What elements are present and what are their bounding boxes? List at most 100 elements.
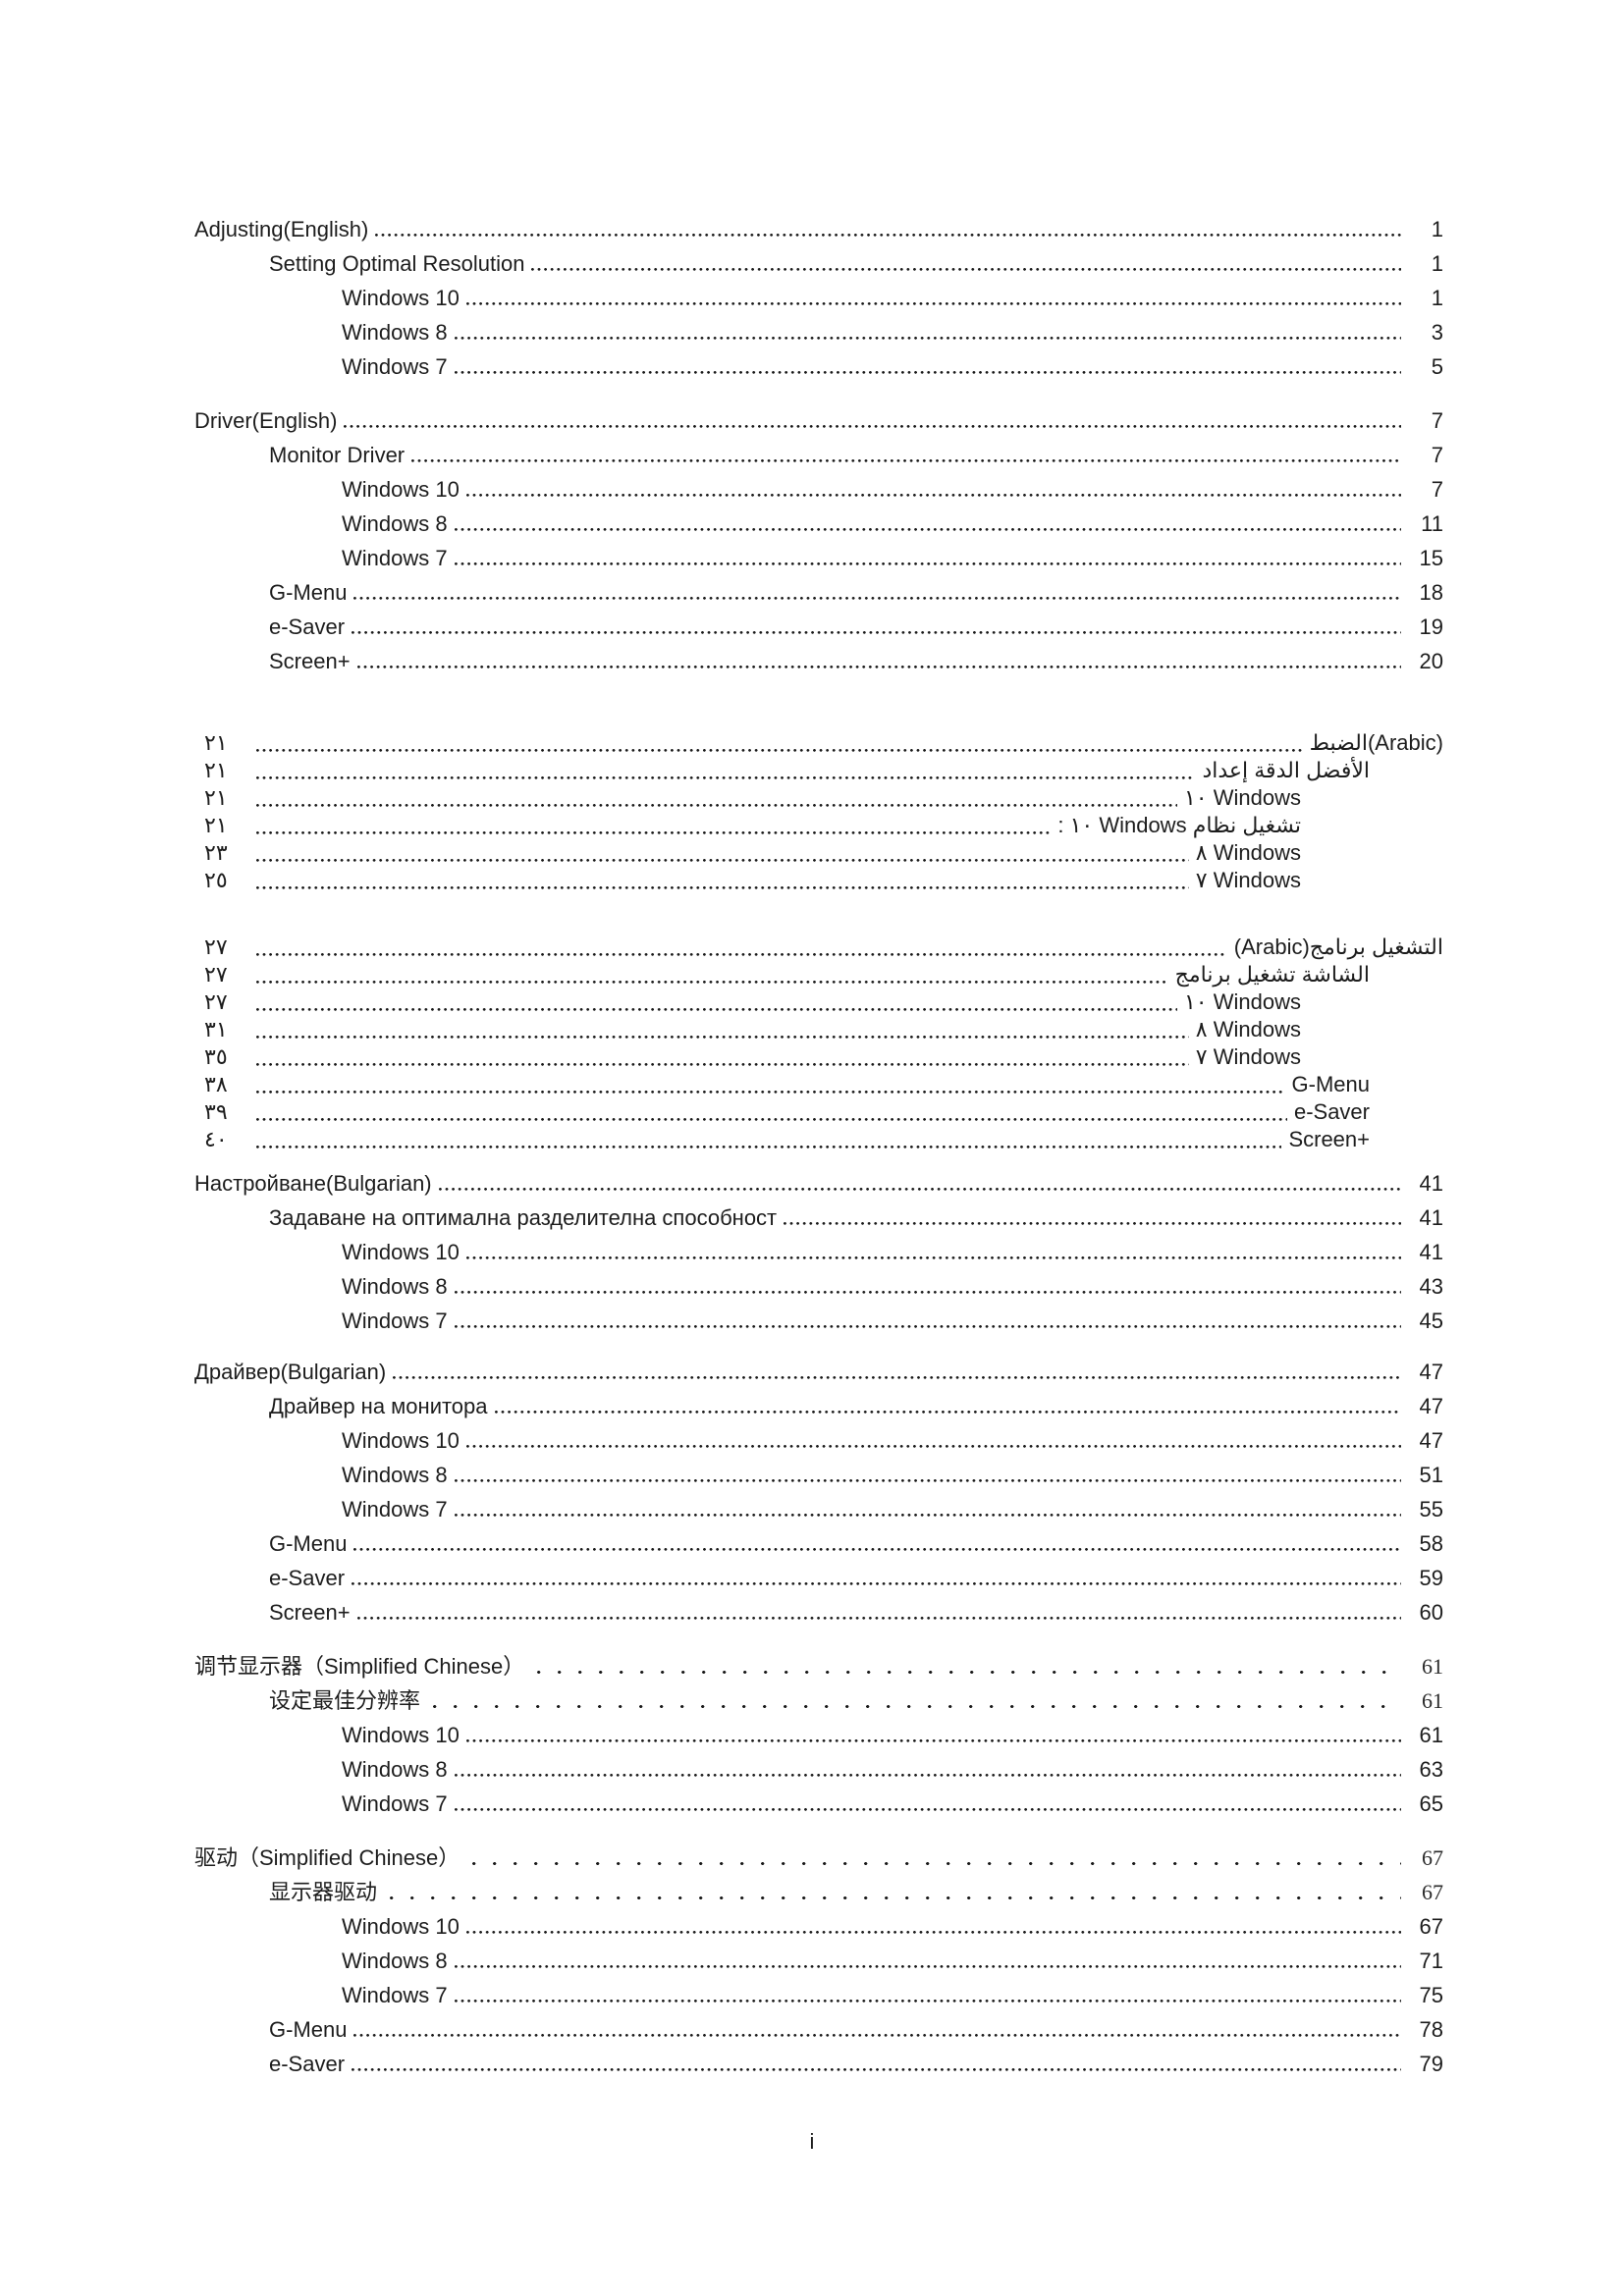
- page-number: 67: [1422, 1845, 1443, 1870]
- toc-row: Драйвер на монитора 47: [194, 1383, 1443, 1417]
- toc-entry-title: 调节显示器（Simplified Chinese）: [194, 1654, 531, 1679]
- page-number: ٢١: [204, 730, 228, 755]
- page-number: 61: [1422, 1688, 1443, 1713]
- page-number: 7: [1431, 443, 1443, 467]
- toc-entry-title: الضبط(Arabic): [1309, 730, 1443, 755]
- toc-row: Adjusting(English) 1: [194, 206, 1443, 240]
- toc-entry-title: Setting Optimal Resolution: [269, 251, 525, 276]
- toc-entry-title: Windows 7: [342, 1983, 448, 2007]
- toc-entry-title: G-Menu: [269, 1531, 348, 1556]
- toc-entry-title: Windows 10: [342, 1240, 460, 1264]
- toc-row: Driver(English) 7: [194, 398, 1443, 432]
- page-number: 15: [1419, 546, 1443, 570]
- toc-entry-title: ١٠ Windows: [1183, 785, 1301, 810]
- page-number: 59: [1419, 1566, 1443, 1590]
- toc-entry-title: e-Saver: [269, 2052, 346, 2076]
- toc-entry-title: G-Menu: [269, 580, 348, 605]
- toc-section: 调节显示器（Simplified Chinese） 61 设定最佳分辨率 61 Wi…: [194, 1643, 1443, 1815]
- dot-leader: [472, 1861, 1401, 1865]
- toc-section: 驱动（Simplified Chinese） 67 显示器驱动 67 Windows…: [194, 1835, 1443, 2075]
- toc-row: e-Saver 59: [194, 1555, 1443, 1589]
- dot-leader: [454, 528, 1401, 531]
- page-number: 41: [1419, 1240, 1443, 1264]
- toc-entry-title: G-Menu: [1291, 1072, 1370, 1096]
- page-number: ٢٧: [204, 934, 228, 959]
- dot-leader: [353, 1548, 1401, 1551]
- dot-leader: [465, 302, 1401, 305]
- toc-entry-title: ٨ Windows: [1195, 1017, 1301, 1041]
- dot-leader: [352, 1582, 1401, 1585]
- toc-entry-title: (Arabic)برنامج التشغيل: [1233, 934, 1443, 959]
- toc-row: ٣٥ ٧ Windows: [194, 1041, 1443, 1068]
- toc-entry-title: Windows 8: [342, 1463, 448, 1487]
- dot-leader: [454, 2000, 1401, 2002]
- toc-row: ٢١: ١٠ Windows نظام تشغيل: [194, 809, 1443, 836]
- toc-row: Screen+ 20: [194, 638, 1443, 672]
- page-number: 67: [1422, 1880, 1443, 1904]
- page-number: 18: [1419, 580, 1443, 605]
- page-number: ٣٨: [204, 1072, 228, 1096]
- toc-entry-title: e-Saver: [269, 614, 346, 639]
- dot-leader: [256, 1008, 1177, 1011]
- dot-leader: [356, 1617, 1401, 1620]
- toc-entry-title: 驱动（Simplified Chinese）: [194, 1845, 466, 1870]
- page-number: ٣٩: [204, 1099, 228, 1124]
- dot-leader: [531, 268, 1401, 271]
- toc-entry-title: Windows 8: [342, 320, 448, 345]
- page-number: 3: [1431, 320, 1443, 345]
- toc-entry-title: Задаване на оптимална разделителна спосо…: [269, 1205, 778, 1230]
- toc-entry-title: 显示器驱动: [269, 1880, 384, 1904]
- toc-row: G-Menu 18: [194, 569, 1443, 604]
- page-number: 1: [1431, 251, 1443, 276]
- dot-leader: [454, 371, 1401, 374]
- page-number: 1: [1431, 286, 1443, 310]
- toc-entry-title: Windows 7: [342, 1308, 448, 1333]
- toc-row: 设定最佳分辨率 61: [194, 1678, 1443, 1712]
- dot-leader: [393, 1376, 1401, 1379]
- page-number: ٤٠: [204, 1127, 228, 1151]
- toc-entry-title: Драйвер(Bulgarian): [194, 1360, 387, 1384]
- toc-entry-title: Adjusting(English): [194, 217, 369, 241]
- toc-row: ٣٩ e-Saver: [194, 1095, 1443, 1123]
- toc-entry-title: Windows 10: [342, 1723, 460, 1747]
- toc-row: ٢١ ١٠ Windows: [194, 781, 1443, 809]
- toc-entry-title: Windows 8: [342, 1757, 448, 1782]
- toc-entry-title: : ١٠ Windows نظام تشغيل: [1057, 813, 1301, 837]
- dot-leader: [537, 1670, 1401, 1674]
- page-number: 20: [1419, 649, 1443, 673]
- toc-row: ٢٣ ٨ Windows: [194, 836, 1443, 864]
- page-number: 47: [1419, 1394, 1443, 1418]
- page-number: 75: [1419, 1983, 1443, 2007]
- toc-row: ٤٠ Screen+: [194, 1123, 1443, 1150]
- dot-leader: [256, 1091, 1285, 1094]
- dot-leader: [454, 337, 1401, 340]
- toc-row: Windows 8 63: [194, 1746, 1443, 1781]
- page-number: 19: [1419, 614, 1443, 639]
- toc-entry-title: Monitor Driver: [269, 443, 406, 467]
- toc-row: G-Menu 58: [194, 1521, 1443, 1555]
- toc-entry-title: ١٠ Windows: [1183, 989, 1301, 1014]
- toc-row: Windows 8 51: [194, 1452, 1443, 1486]
- toc-row: Screen+ 60: [194, 1589, 1443, 1624]
- dot-leader: [353, 597, 1401, 600]
- toc-entry-title: Windows 8: [342, 1949, 448, 1973]
- toc-entry-title: Windows 8: [342, 511, 448, 536]
- toc-entry-title: Driver(English): [194, 408, 338, 433]
- toc-section: Driver(English) 7 Monitor Driver 7 Windows 1…: [194, 398, 1443, 672]
- dot-leader: [256, 1118, 1287, 1121]
- dot-leader: [353, 2034, 1401, 2037]
- toc-entry-title: Windows 7: [342, 1791, 448, 1816]
- toc-row: ٢١ إعداد الدقة الأفضل: [194, 754, 1443, 781]
- page-number: 11: [1421, 511, 1443, 536]
- toc-row: ٣١ ٨ Windows: [194, 1013, 1443, 1041]
- toc-row: ٢٧ برنامج تشغيل الشاشة: [194, 958, 1443, 986]
- toc-entry-title: e-Saver: [1293, 1099, 1370, 1124]
- page-number: 79: [1419, 2052, 1443, 2076]
- toc-entry-title: Windows 8: [342, 1274, 448, 1299]
- page-number: ٢٥: [204, 868, 228, 892]
- toc-section: ٢٧ (Arabic)برنامج التشغيل ٢٧ برنامج تشغيل ا…: [194, 931, 1443, 1150]
- dot-leader: [454, 1774, 1401, 1777]
- page-number: 61: [1422, 1654, 1443, 1679]
- toc-entry-title: Screen+: [269, 649, 351, 673]
- page-number: ٢٣: [204, 840, 228, 865]
